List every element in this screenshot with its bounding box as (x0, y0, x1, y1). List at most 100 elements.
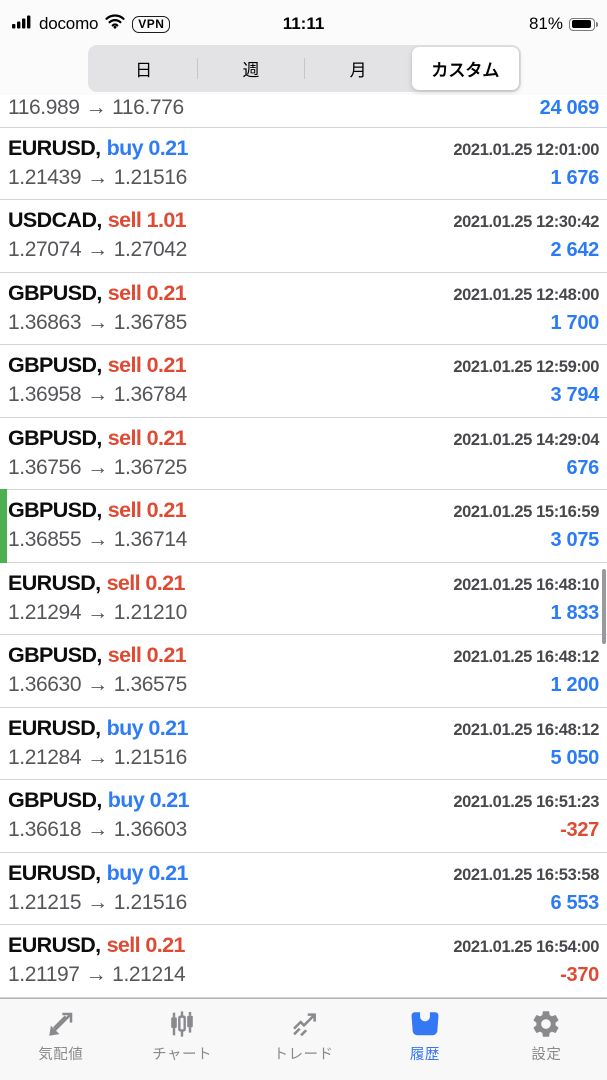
arrow-glyph: → (85, 96, 107, 119)
trade-datetime: 2021.01.25 14:29:04 (453, 430, 599, 449)
trade-profit: 6 553 (550, 891, 599, 914)
trade-datetime: 2021.01.25 12:48:00 (453, 285, 599, 304)
trade-profit: 24 069 (539, 97, 600, 119)
trade-symbol: EURUSD, (8, 860, 101, 885)
segment-month[interactable]: 月 (303, 47, 412, 90)
period-segmented-control: 日 週 月 カスタム (88, 45, 521, 92)
arrow-glyph: → (87, 165, 108, 189)
arrow-glyph: → (87, 890, 108, 914)
trade-profit: 3 075 (550, 529, 599, 551)
chart-icon (164, 1007, 200, 1041)
trade-datetime: 2021.01.25 12:30:42 (453, 213, 599, 231)
trade-datetime: 2021.01.25 16:51:23 (453, 793, 599, 811)
arrow-glyph: → (85, 963, 107, 986)
history-row[interactable]: EURUSD, buy 0.21 2021.01.25 12:01:00 1.2… (0, 127, 607, 200)
carrier-label: docomo (39, 14, 99, 33)
trade-side-volume: sell 0.21 (107, 425, 187, 450)
arrow-glyph: → (87, 673, 108, 696)
trade-prices: 1.21215 → 1.21516 (8, 890, 187, 914)
trade-prices: 1.21439 → 1.21516 (8, 165, 187, 189)
history-list: 116.989 → 116.776 24 069 EURUSD, buy 0.21 … (0, 95, 607, 998)
trade-symbol: GBPUSD, (8, 280, 102, 305)
history-row[interactable]: GBPUSD, sell 0.21 2021.01.25 14:29:04 1.… (0, 417, 607, 490)
trade-icon (286, 1007, 322, 1041)
trade-side-volume: sell 0.21 (107, 643, 187, 667)
new-trade-marker (0, 489, 7, 563)
tab-quotes[interactable]: 気配値 (0, 999, 121, 1080)
cellular-signal-icon (12, 15, 32, 34)
trade-profit: 2 642 (550, 239, 599, 261)
trade-side-volume: buy 0.21 (106, 715, 189, 740)
trade-side-volume: buy 0.21 (106, 860, 189, 885)
trade-prices: 1.36618 → 1.36603 (8, 818, 187, 841)
trade-symbol: GBPUSD, (8, 353, 102, 377)
tab-history[interactable]: 履歴 (364, 999, 485, 1080)
trade-side-volume: sell 0.21 (106, 570, 186, 595)
history-row[interactable]: GBPUSD, buy 0.21 2021.01.25 16:51:23 1.3… (0, 780, 607, 853)
history-row[interactable]: EURUSD, sell 0.21 2021.01.25 16:48:10 1.… (0, 562, 607, 635)
tab-charts[interactable]: チャート (121, 999, 242, 1080)
arrow-glyph: → (87, 528, 108, 551)
trade-side-volume: sell 0.21 (107, 498, 187, 522)
trade-profit: -370 (560, 964, 599, 986)
trade-prices: 1.21294 → 1.21210 (8, 600, 187, 624)
trade-side-volume: buy 0.21 (107, 788, 190, 812)
history-icon (407, 1007, 443, 1041)
battery-percent: 81% (528, 14, 563, 33)
trade-prices: 116.989 → 116.776 (8, 96, 184, 119)
history-row[interactable]: GBPUSD, sell 0.21 2021.01.25 15:16:59 1.… (0, 489, 607, 563)
tab-label: トレード (273, 1046, 334, 1063)
tab-trade[interactable]: トレード (243, 999, 364, 1080)
tab-settings[interactable]: 設定 (486, 999, 607, 1080)
trade-symbol: EURUSD, (8, 135, 101, 160)
vpn-badge: VPN (132, 15, 171, 33)
arrow-glyph: → (87, 383, 108, 406)
segment-day[interactable]: 日 (135, 61, 153, 80)
trade-symbol: EURUSD, (8, 933, 101, 957)
trade-side-volume: sell 0.21 (106, 933, 186, 957)
tab-label: 設定 (531, 1046, 562, 1063)
history-row[interactable]: USDCAD, sell 1.01 2021.01.25 12:30:42 1.… (0, 200, 607, 273)
trade-datetime: 2021.01.25 12:59:00 (453, 358, 599, 376)
history-row[interactable]: GBPUSD, sell 0.21 2021.01.25 12:59:00 1.… (0, 345, 607, 418)
trade-profit: 1 676 (550, 166, 599, 189)
trade-symbol: USDCAD, (8, 208, 102, 232)
bottom-tab-bar: 気配値 チャート (0, 997, 607, 1080)
trade-prices: 1.36630 → 1.36575 (8, 673, 187, 696)
battery-icon (569, 17, 598, 31)
trade-datetime: 2021.01.25 16:53:58 (453, 865, 599, 884)
arrow-glyph: → (87, 238, 108, 261)
arrow-glyph: → (87, 745, 108, 769)
period-filter-area: 日 週 月 カスタム (0, 44, 607, 95)
trade-side-volume: sell 1.01 (107, 208, 187, 232)
history-row[interactable]: EURUSD, sell 0.21 2021.01.25 16:54:00 1.… (0, 925, 607, 998)
trade-prices: 1.36958 → 1.36784 (8, 383, 187, 406)
wifi-icon (105, 14, 125, 34)
tab-label: チャート (152, 1046, 213, 1063)
history-row[interactable]: GBPUSD, sell 0.21 2021.01.25 12:48:00 1.… (0, 272, 607, 345)
history-row[interactable]: GBPUSD, sell 0.21 2021.01.25 16:48:12 1.… (0, 635, 607, 708)
trade-prices: 1.36756 → 1.36725 (8, 455, 187, 479)
tab-label: 気配値 (38, 1046, 84, 1063)
status-bar: docomo VPN 11:11 81% (0, 0, 607, 44)
arrow-glyph: → (87, 600, 108, 624)
history-row-partial[interactable]: 116.989 → 116.776 24 069 (0, 95, 607, 128)
trade-symbol: GBPUSD, (8, 498, 102, 522)
trade-symbol: GBPUSD, (8, 788, 102, 812)
scrollbar-thumb[interactable] (601, 569, 606, 644)
trade-datetime: 2021.01.25 16:54:00 (453, 938, 599, 956)
segment-week[interactable]: 週 (196, 47, 304, 90)
trade-prices: 1.21197 → 1.21214 (8, 963, 186, 986)
history-row[interactable]: EURUSD, buy 0.21 2021.01.25 16:53:58 1.2… (0, 852, 607, 925)
history-row[interactable]: EURUSD, buy 0.21 2021.01.25 16:48:12 1.2… (0, 707, 607, 780)
trade-profit: 1 200 (550, 674, 599, 696)
trade-profit: 5 050 (550, 746, 599, 769)
arrow-glyph: → (87, 455, 108, 479)
trade-prices: 1.27074 → 1.27042 (8, 238, 187, 261)
trade-symbol: EURUSD, (8, 715, 101, 740)
segment-custom[interactable]: カスタム (411, 47, 519, 90)
arrow-glyph: → (87, 818, 108, 841)
trade-datetime: 2021.01.25 15:16:59 (453, 503, 599, 521)
trade-side-volume: buy 0.21 (106, 135, 189, 160)
